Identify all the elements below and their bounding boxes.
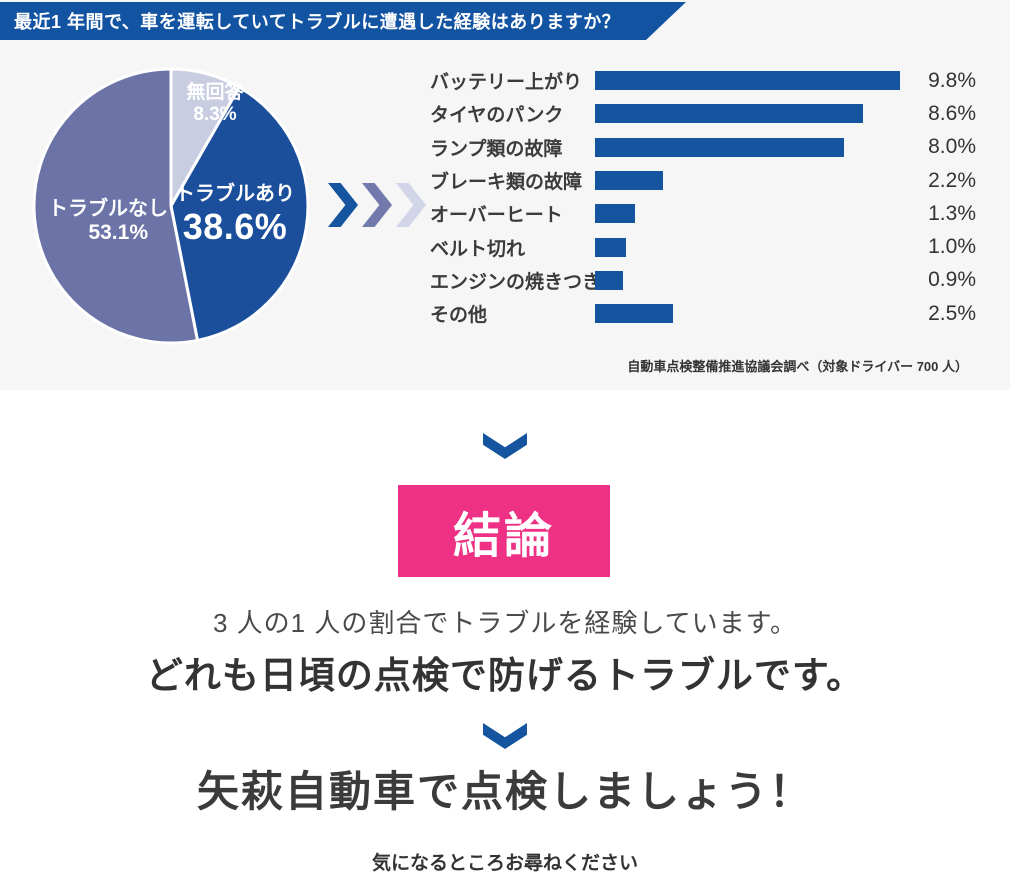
bar — [595, 270, 623, 290]
pie-slice-value: 8.3% — [193, 103, 237, 125]
pie-slice-value: 38.6% — [182, 206, 288, 247]
pie-label-trouble: トラブルあり 38.6% — [170, 183, 300, 247]
pie-slice-label: トラブルあり — [175, 183, 295, 205]
bar-track — [595, 104, 906, 124]
chevron-down-icon — [483, 723, 527, 749]
bar-category-label: オーバーヒート — [430, 205, 563, 227]
bar-row: ベルト切れ 1.0% — [430, 230, 976, 263]
pie-slice — [169, 85, 310, 342]
bar-value-label: 8.0% — [928, 135, 976, 159]
bar — [595, 304, 673, 324]
question-title: 最近1 年間で、車を運転していてトラブルに遭遇した経験はありますか？ — [14, 12, 621, 32]
bar-category-label: ランプ類の故障 — [430, 138, 563, 160]
chevron-down-icon — [483, 433, 527, 459]
survey-section: 最近1 年間で、車を運転していてトラブルに遭遇した経験はありますか？ 無回答 8… — [0, 0, 1010, 390]
bar-value-label: 8.6% — [928, 101, 976, 125]
bar-row: ランプ類の故障 8.0% — [430, 131, 976, 164]
pie-slice-label: 無回答 — [186, 82, 244, 103]
transition-arrows — [328, 183, 426, 227]
bar — [595, 204, 636, 224]
bar-value-label: 1.0% — [928, 235, 976, 259]
bar-category-label: その他 — [430, 305, 488, 327]
bar-track — [595, 270, 906, 290]
pie-svg — [32, 67, 310, 345]
cta-text: 矢萩自動車で点検しましょう！ — [196, 768, 813, 815]
bar-category-label: バッテリー上がり — [430, 72, 583, 94]
bar-row: オーバーヒート 1.3% — [430, 197, 976, 230]
bar-track — [595, 71, 906, 91]
bar-value-label: 2.5% — [928, 301, 976, 325]
bar-value-label: 1.3% — [928, 201, 976, 225]
bar-category-label: エンジンの焼きつき — [430, 271, 602, 293]
chevron-right-icon — [362, 183, 392, 227]
bar-row: その他 2.5% — [430, 297, 976, 330]
conclusion-badge-label: 結論 — [452, 510, 555, 563]
bar — [595, 137, 844, 157]
question-banner: 最近1 年間で、車を運転していてトラブルに遭遇した経験はありますか？ — [0, 2, 686, 40]
note-text: 気になるところお尋ねください — [371, 853, 638, 873]
bar-row: エンジンの焼きつき 0.9% — [430, 264, 976, 297]
pie-label-no-trouble: トラブルなし 53.1% — [48, 198, 168, 245]
pie-slice-value: 53.1% — [88, 221, 148, 244]
chevron-right-icon — [396, 183, 426, 227]
pie-label-no-answer: 無回答 8.3% — [165, 82, 265, 126]
pie-slice-label: トラブルなし — [48, 198, 168, 220]
conclusion-line1: 3 人の1 人の割合でトラブルを経験しています。 — [213, 608, 797, 638]
conclusion-section: 結論 3 人の1 人の割合でトラブルを経験しています。 どれも日頃の点検で防げる… — [0, 390, 1010, 873]
bar-track — [595, 304, 906, 324]
conclusion-line2: どれも日頃の点検で防げるトラブルです。 — [145, 655, 865, 696]
bar-value-label: 9.8% — [928, 68, 976, 92]
bar-track — [595, 204, 906, 224]
source-note: 自動車点検整備推進協議会調べ（対象ドライバー 700 人） — [627, 359, 968, 374]
bar-category-label: タイヤのパンク — [430, 105, 564, 127]
bar-chart: バッテリー上がり 9.8% タイヤのパンク 8.6% ランプ類の故障 — [430, 64, 976, 330]
bar-track — [595, 137, 906, 157]
chevron-right-icon — [328, 183, 358, 227]
bar-row: タイヤのパンク 8.6% — [430, 97, 976, 130]
bar — [595, 237, 627, 257]
pie-slice — [32, 67, 200, 345]
bar-row: ブレーキ類の故障 2.2% — [430, 164, 976, 197]
bar-value-label: 0.9% — [928, 268, 976, 292]
bar — [595, 171, 664, 191]
bar — [595, 71, 900, 91]
pie-chart: 無回答 8.3% トラブルあり 38.6% トラブルなし 53.1% — [30, 65, 312, 347]
conclusion-badge: 結論 — [398, 485, 610, 577]
bar-track — [595, 237, 906, 257]
bar-value-label: 2.2% — [928, 168, 976, 192]
bar-row: バッテリー上がり 9.8% — [430, 64, 976, 97]
bar-track — [595, 171, 906, 191]
bar — [595, 104, 863, 124]
bar-category-label: ベルト切れ — [430, 238, 526, 260]
bar-category-label: ブレーキ類の故障 — [430, 172, 583, 194]
